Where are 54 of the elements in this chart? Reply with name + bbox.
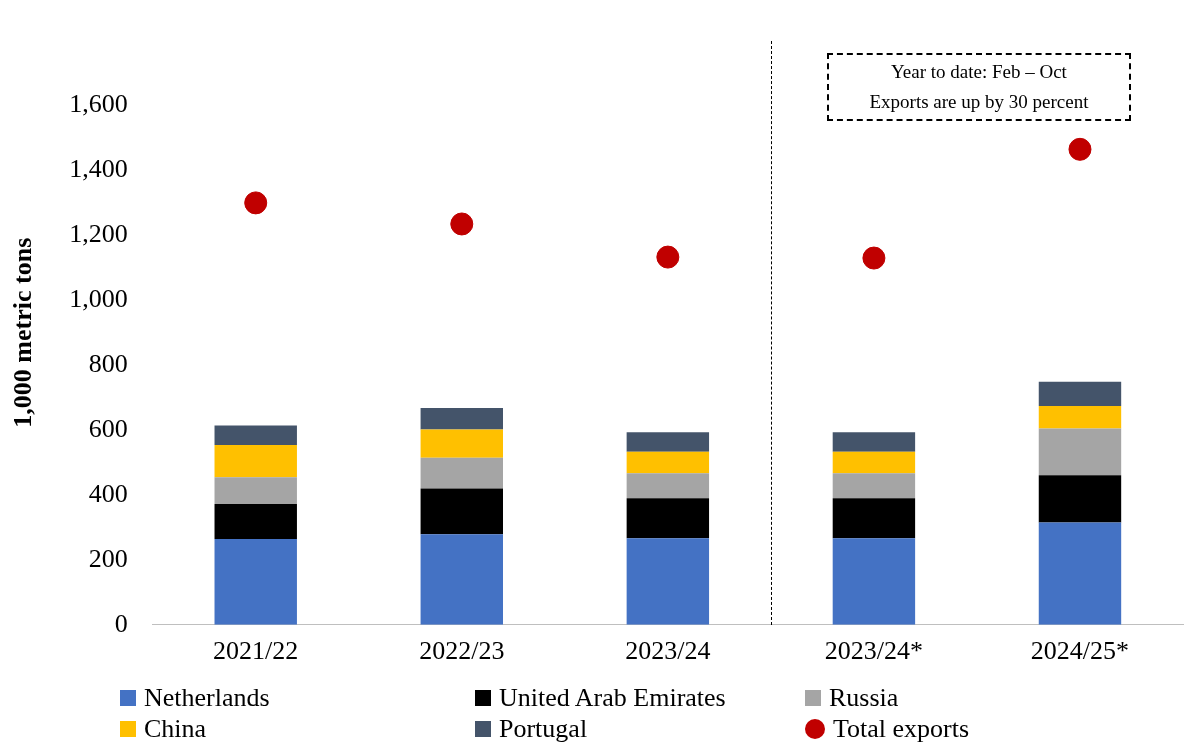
point [862,246,886,270]
bar [214,504,297,540]
x-tick-label: 2024/25* [1030,636,1130,666]
legend-label: Portugal [499,713,588,744]
bar [420,408,503,430]
x-tick-label: 2023/24 [625,636,711,666]
y-tick-label: 1,000 [69,284,128,314]
legend-label: Russia [829,682,899,713]
bar [832,432,916,452]
legend-label: China [144,713,207,744]
bar [626,538,710,625]
bar [1038,381,1122,407]
bar [626,498,710,539]
bar [1038,475,1122,523]
bar [832,451,916,474]
x-tick-label: 2023/24* [824,636,924,666]
bar [1038,406,1122,429]
bar [214,425,297,445]
bar [214,539,297,625]
bar [832,498,916,539]
y-tick-label: 0 [114,608,128,638]
y-tick-label: 600 [88,413,128,443]
legend-label: United Arab Emirates [499,682,726,713]
note-box: Year to date: Feb – Oct Exports are up by 30 percent [826,52,1131,121]
bar [1038,428,1122,476]
legend-label: Total exports [833,713,970,744]
bar [214,477,297,505]
point [656,245,680,269]
bar [626,432,710,452]
bar [214,445,297,478]
x-tick-label: 2022/23 [419,636,505,666]
bar [1038,522,1122,625]
y-tick-label: 1,600 [69,89,128,119]
point [1068,137,1092,161]
bar [832,473,916,499]
y-tick-label: 1,400 [69,154,128,184]
bar [626,451,710,474]
bar [420,488,503,535]
annotation: Year to date: Feb – Oct [890,59,1068,84]
bar [420,534,503,625]
bar [832,538,916,625]
x-tick-label: 2021/22 [213,636,299,666]
legend-label: Netherlands [144,682,270,713]
bar [626,473,710,499]
y-tick-label: 200 [88,543,128,573]
annotation: Exports are up by 30 percent [868,89,1090,114]
point [244,191,268,215]
y-tick-label: 800 [88,348,128,378]
y-axis-title: 1,000 metric tons [8,237,38,428]
bar [420,429,503,458]
y-tick-label: 1,200 [69,219,128,249]
bar [420,457,503,489]
y-tick-label: 400 [88,478,128,508]
point [450,212,474,236]
